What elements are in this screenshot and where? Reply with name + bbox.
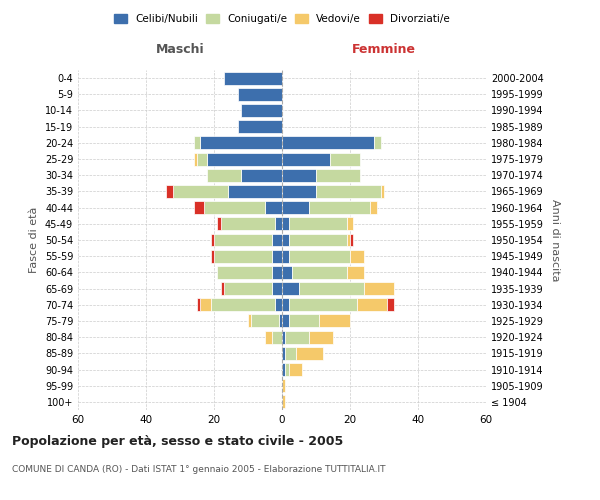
Bar: [207, 169, 241, 181]
Bar: [282, 282, 299, 295]
Bar: [166, 185, 173, 198]
Bar: [347, 266, 364, 279]
Bar: [289, 234, 347, 246]
Bar: [347, 218, 353, 230]
Bar: [211, 234, 214, 246]
Bar: [217, 266, 272, 279]
Bar: [282, 152, 329, 166]
Bar: [350, 234, 353, 246]
Bar: [197, 298, 200, 311]
Bar: [207, 152, 282, 166]
Bar: [286, 363, 289, 376]
Bar: [275, 298, 282, 311]
Bar: [357, 298, 388, 311]
Bar: [214, 234, 272, 246]
Bar: [299, 282, 364, 295]
Bar: [282, 185, 316, 198]
Bar: [282, 201, 309, 214]
Bar: [238, 120, 282, 133]
Bar: [289, 218, 347, 230]
Bar: [292, 266, 347, 279]
Bar: [282, 314, 289, 328]
Bar: [173, 185, 227, 198]
Bar: [316, 185, 380, 198]
Bar: [197, 152, 207, 166]
Bar: [251, 314, 278, 328]
Bar: [272, 234, 282, 246]
Bar: [374, 136, 380, 149]
Bar: [289, 363, 302, 376]
Bar: [211, 250, 214, 262]
Bar: [265, 201, 282, 214]
Bar: [380, 185, 384, 198]
Bar: [282, 330, 286, 344]
Y-axis label: Fasce di età: Fasce di età: [29, 207, 39, 273]
Bar: [350, 250, 364, 262]
Bar: [282, 234, 289, 246]
Text: Popolazione per età, sesso e stato civile - 2005: Popolazione per età, sesso e stato civil…: [12, 435, 343, 448]
Bar: [282, 347, 286, 360]
Text: COMUNE DI CANDA (RO) - Dati ISTAT 1° gennaio 2005 - Elaborazione TUTTITALIA.IT: COMUNE DI CANDA (RO) - Dati ISTAT 1° gen…: [12, 465, 386, 474]
Bar: [388, 298, 394, 311]
Bar: [282, 266, 292, 279]
Bar: [282, 136, 374, 149]
Bar: [296, 347, 323, 360]
Bar: [238, 88, 282, 101]
Bar: [248, 314, 251, 328]
Bar: [282, 396, 286, 408]
Bar: [286, 330, 309, 344]
Bar: [200, 136, 282, 149]
Bar: [194, 201, 204, 214]
Bar: [278, 314, 282, 328]
Bar: [275, 218, 282, 230]
Bar: [282, 363, 286, 376]
Bar: [204, 201, 265, 214]
Bar: [282, 169, 316, 181]
Text: Femmine: Femmine: [352, 44, 416, 57]
Bar: [289, 298, 357, 311]
Bar: [319, 314, 350, 328]
Bar: [309, 201, 370, 214]
Bar: [200, 298, 211, 311]
Bar: [217, 218, 221, 230]
Bar: [241, 104, 282, 117]
Bar: [272, 266, 282, 279]
Bar: [194, 152, 197, 166]
Bar: [289, 314, 319, 328]
Bar: [347, 234, 350, 246]
Y-axis label: Anni di nascita: Anni di nascita: [550, 198, 560, 281]
Bar: [194, 136, 200, 149]
Bar: [272, 250, 282, 262]
Bar: [211, 298, 275, 311]
Bar: [370, 201, 377, 214]
Bar: [224, 72, 282, 85]
Bar: [329, 152, 360, 166]
Bar: [224, 282, 272, 295]
Legend: Celibi/Nubili, Coniugati/e, Vedovi/e, Divorziati/e: Celibi/Nubili, Coniugati/e, Vedovi/e, Di…: [110, 10, 454, 29]
Bar: [289, 250, 350, 262]
Bar: [286, 347, 296, 360]
Bar: [282, 298, 289, 311]
Bar: [221, 218, 275, 230]
Bar: [265, 330, 272, 344]
Bar: [214, 250, 272, 262]
Bar: [282, 218, 289, 230]
Text: Maschi: Maschi: [155, 44, 205, 57]
Bar: [282, 250, 289, 262]
Bar: [282, 379, 286, 392]
Bar: [227, 185, 282, 198]
Bar: [272, 330, 282, 344]
Bar: [221, 282, 224, 295]
Bar: [309, 330, 333, 344]
Bar: [241, 169, 282, 181]
Bar: [364, 282, 394, 295]
Bar: [316, 169, 360, 181]
Bar: [272, 282, 282, 295]
